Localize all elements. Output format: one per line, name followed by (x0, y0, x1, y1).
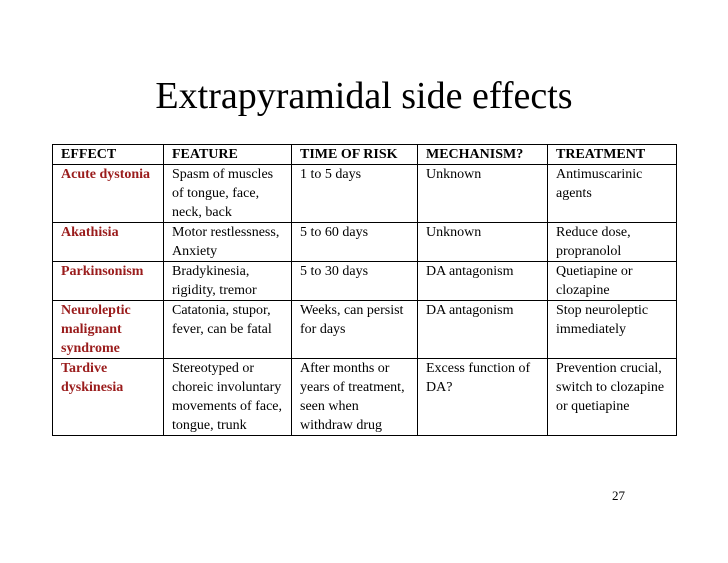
mechanism-cell: Unknown (417, 222, 548, 262)
table-row: Parkinsonism Bradykinesia, rigidity, tre… (52, 261, 677, 301)
treatment-cell: Quetiapine or clozapine (547, 261, 677, 301)
effect-cell: Neuroleptic malignant syndrome (52, 300, 164, 359)
header-time-of-risk: TIME OF RISK (291, 144, 418, 165)
mechanism-cell: Unknown (417, 164, 548, 223)
header-feature: FEATURE (163, 144, 292, 165)
page-number: 27 (612, 488, 625, 503)
mechanism-cell: DA antagonism (417, 300, 548, 359)
treatment-cell: Stop neuroleptic immediately (547, 300, 677, 359)
table-row: Neuroleptic malignant syndrome Catatonia… (52, 300, 677, 359)
feature-cell: Motor restlessness, Anxiety (163, 222, 292, 262)
feature-cell: Bradykinesia, rigidity, tremor (163, 261, 292, 301)
effect-cell: Akathisia (52, 222, 164, 262)
treatment-cell: Prevention crucial, switch to clozapine … (547, 358, 677, 436)
mechanism-cell: DA antagonism (417, 261, 548, 301)
time-of-risk-cell: 5 to 30 days (291, 261, 418, 301)
time-of-risk-cell: After months or years of treatment, seen… (291, 358, 418, 436)
mechanism-cell: Excess function of DA? (417, 358, 548, 436)
effect-cell: Tardive dyskinesia (52, 358, 164, 436)
feature-cell: Spasm of muscles of tongue, face, neck, … (163, 164, 292, 223)
time-of-risk-cell: 1 to 5 days (291, 164, 418, 223)
table-row: Acute dystonia Spasm of muscles of tongu… (52, 164, 677, 223)
header-effect: EFFECT (52, 144, 164, 165)
table-row: Akathisia Motor restlessness, Anxiety 5 … (52, 222, 677, 262)
treatment-cell: Reduce dose, propranolol (547, 222, 677, 262)
slide-title: Extrapyramidal side effects (155, 75, 573, 117)
header-treatment: TREATMENT (547, 144, 677, 165)
header-mechanism: MECHANISM? (417, 144, 548, 165)
treatment-cell: Antimuscarinic agents (547, 164, 677, 223)
side-effects-table: EFFECT FEATURE TIME OF RISK MECHANISM? T… (52, 144, 677, 436)
time-of-risk-cell: 5 to 60 days (291, 222, 418, 262)
feature-cell: Catatonia, stupor, fever, can be fatal (163, 300, 292, 359)
time-of-risk-cell: Weeks, can persist for days (291, 300, 418, 359)
effect-cell: Parkinsonism (52, 261, 164, 301)
table-header-row: EFFECT FEATURE TIME OF RISK MECHANISM? T… (52, 144, 677, 165)
feature-cell: Stereotyped or choreic involuntary movem… (163, 358, 292, 436)
table-row: Tardive dyskinesia Stereotyped or chorei… (52, 358, 677, 436)
effect-cell: Acute dystonia (52, 164, 164, 223)
